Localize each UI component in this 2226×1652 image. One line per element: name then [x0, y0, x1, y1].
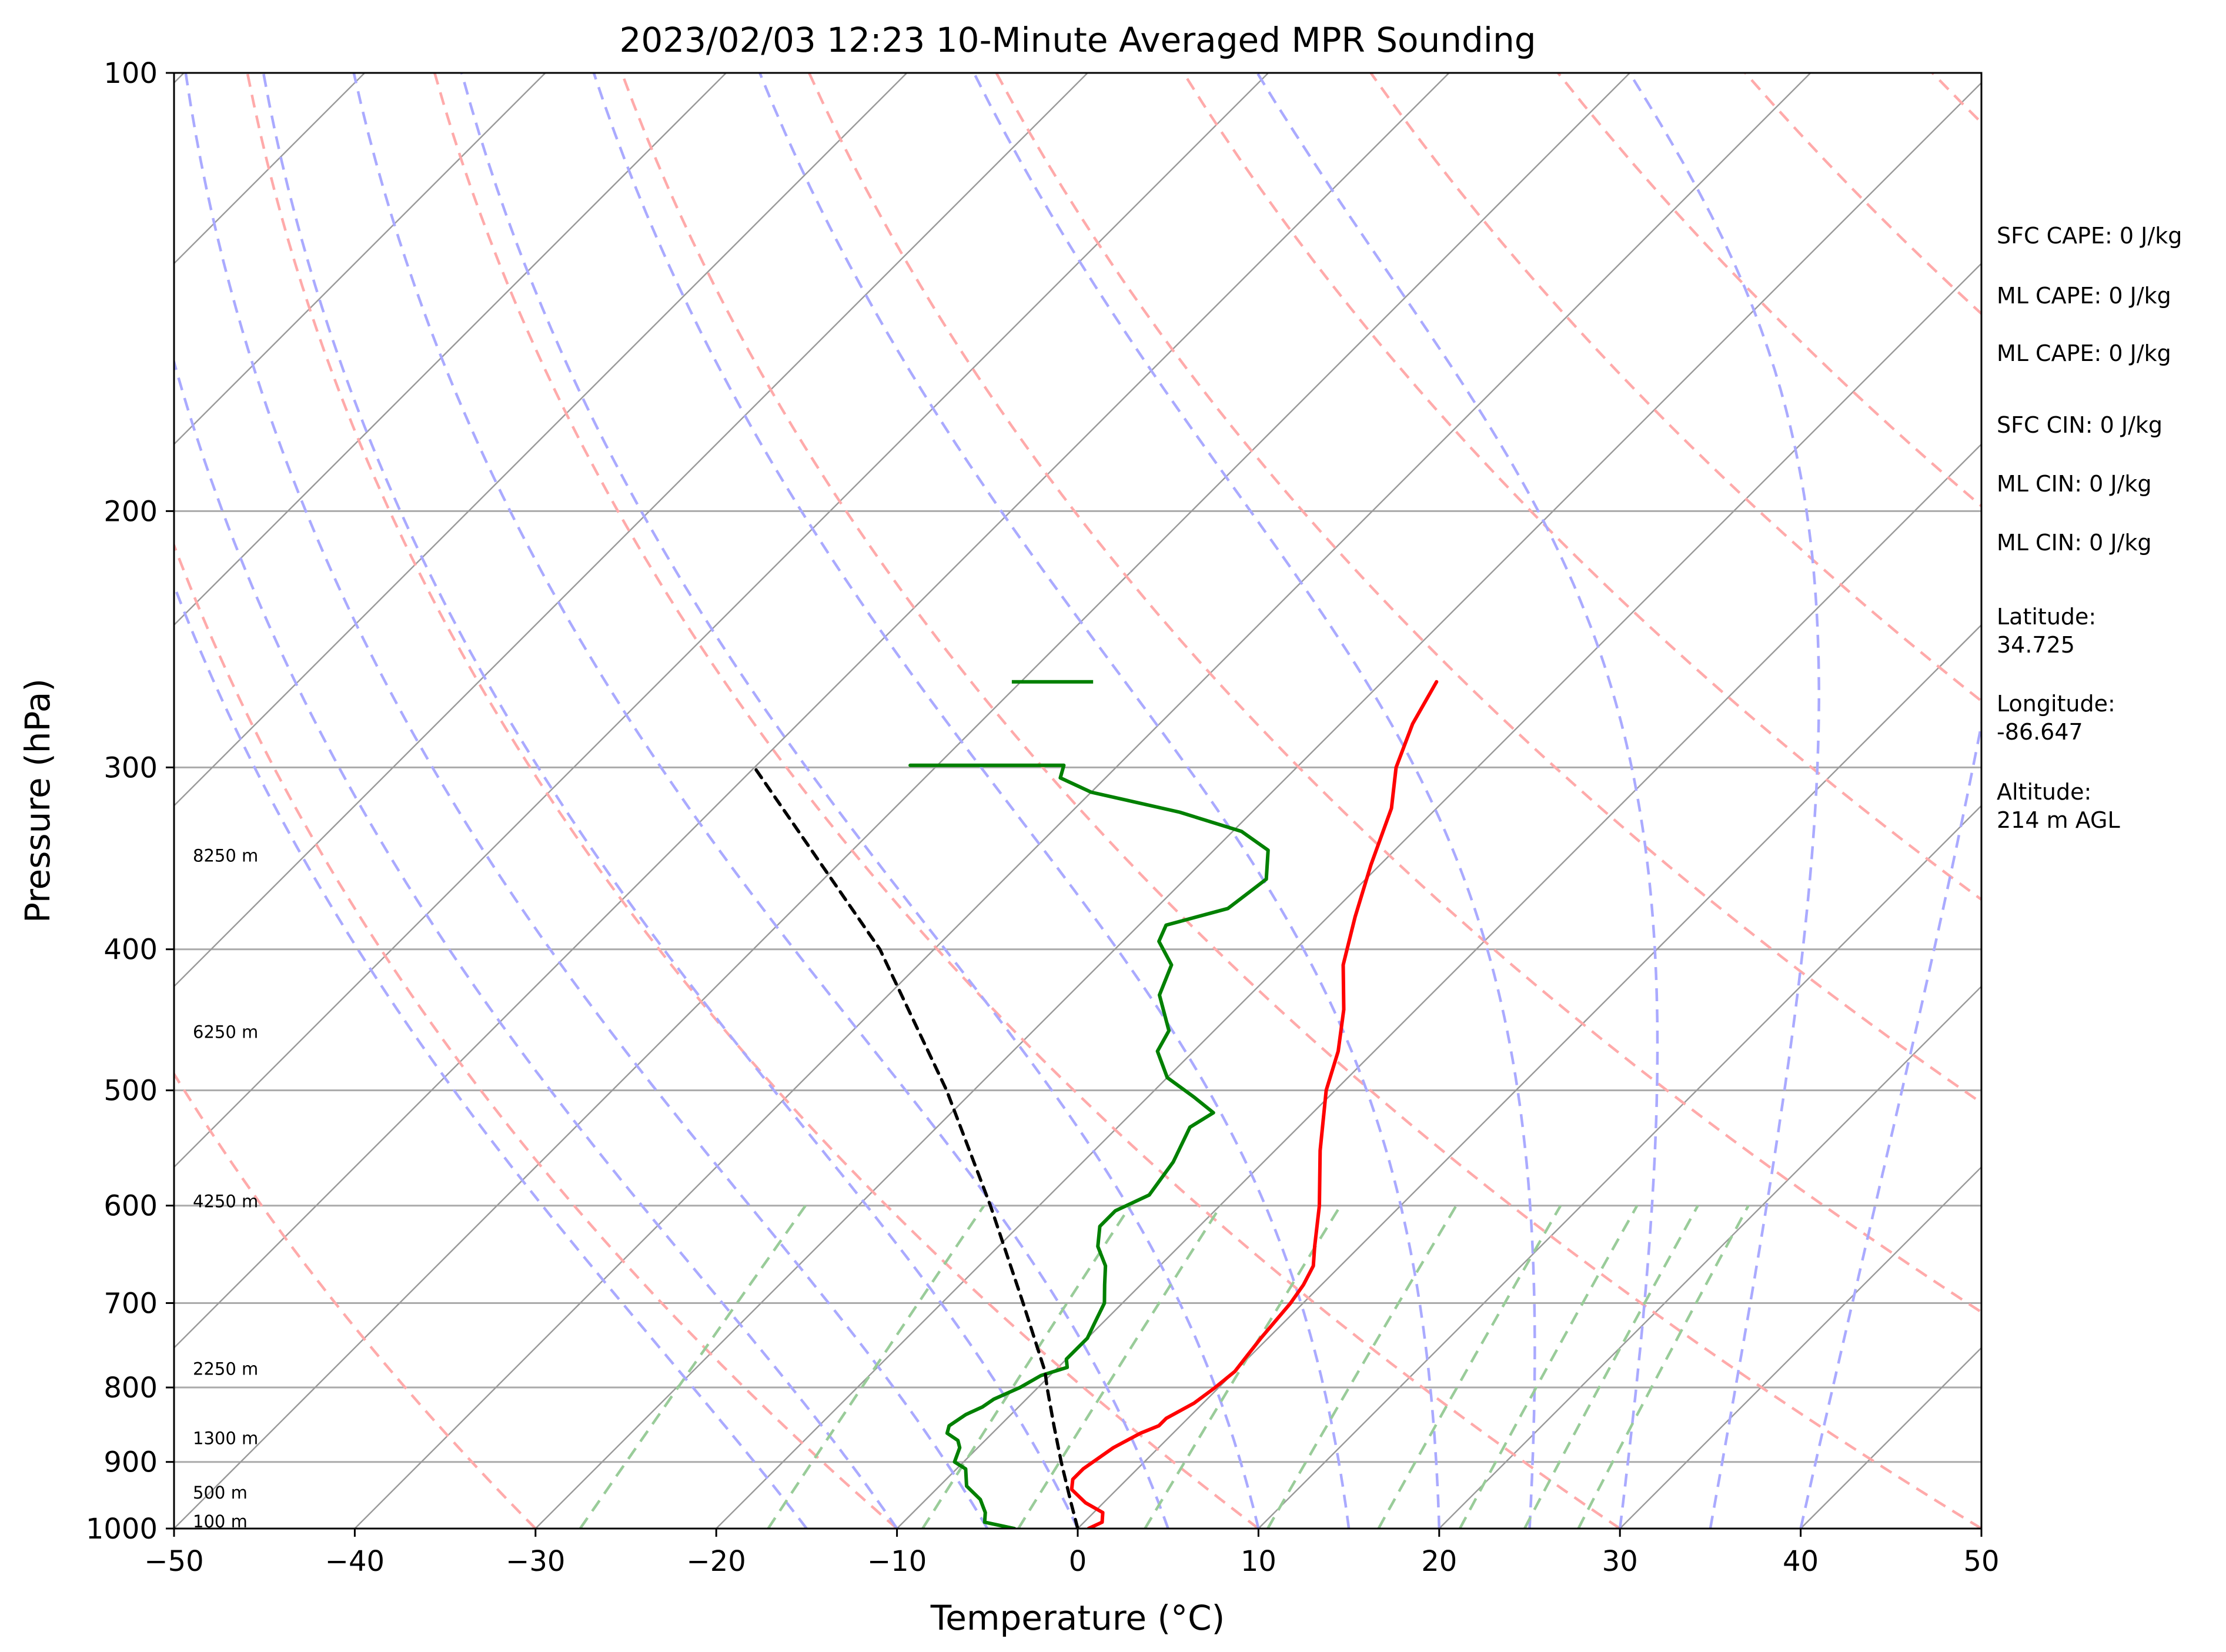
y-tick-label: 600	[103, 1190, 158, 1223]
moist-adiabat-line	[1628, 73, 1820, 1529]
y-axis-label: Pressure (hPa)	[18, 678, 58, 923]
background-lines	[174, 73, 1981, 1529]
isotherm-line	[896, 443, 1981, 1529]
dry-adiabat-line	[246, 73, 1259, 1529]
x-tick-label: −10	[867, 1545, 927, 1578]
x-tick-label: −50	[144, 1545, 203, 1578]
parcel-path-trace	[753, 765, 1079, 1529]
moist-adiabat-line	[174, 581, 808, 1529]
moist-adiabat-line	[184, 73, 989, 1529]
isotherm-line	[174, 73, 727, 626]
y-tick-label: 100	[103, 57, 158, 90]
y-tick-label: 700	[103, 1287, 158, 1320]
y-tick-label: 800	[103, 1372, 158, 1404]
moist-adiabat-line	[262, 73, 1079, 1529]
y-tick-label: 1000	[86, 1513, 158, 1546]
dry-adiabat-line	[174, 541, 898, 1529]
moist-adiabat-line	[1799, 717, 1981, 1529]
dry-adiabat-line	[433, 73, 1621, 1529]
mixing-ratio-line	[1377, 1205, 1562, 1529]
height-label: 2250 m	[193, 1359, 258, 1379]
x-axis-label: Temperature (°C)	[930, 1598, 1225, 1638]
altitude-label: Altitude:	[1997, 779, 2091, 805]
isotherm-line	[174, 73, 1088, 988]
x-tick-label: −40	[325, 1545, 385, 1578]
mixing-ratio-line	[1459, 1205, 1639, 1529]
isotherm-line	[174, 73, 1450, 1349]
y-tick-label: 900	[103, 1446, 158, 1479]
x-tick-label: −20	[687, 1545, 746, 1578]
x-tick-label: 20	[1421, 1545, 1457, 1578]
sounding-info-panel: SFC CAPE: 0 J/kg ML CAPE: 0 J/kg ML CAPE…	[1997, 223, 2182, 833]
mixing-ratio-line	[767, 1205, 985, 1529]
x-tick-label: 0	[1069, 1545, 1087, 1578]
y-axis: 1000 900 800 700 600 500 400 300 200 100	[86, 57, 174, 1546]
dry-adiabat-line	[995, 73, 1981, 1105]
sfc-cape-text: SFC CAPE: 0 J/kg	[1997, 223, 2182, 249]
moist-adiabat-line	[460, 73, 1260, 1529]
dry-adiabat-line	[808, 73, 1981, 1314]
dry-adiabat-line	[1369, 73, 1981, 703]
mixing-ratio-line	[1523, 1205, 1699, 1529]
isotherm-line	[174, 73, 546, 446]
isotherm-line	[174, 73, 908, 807]
height-label: 4250 m	[193, 1192, 258, 1212]
ml-cape-text-2: ML CAPE: 0 J/kg	[1997, 340, 2171, 366]
mixing-ratio-line	[1577, 1205, 1750, 1529]
moist-adiabat-line	[592, 73, 1351, 1529]
height-label: 6250 m	[193, 1022, 258, 1042]
y-tick-label: 200	[103, 495, 158, 528]
mixing-ratio-line	[1266, 1205, 1458, 1529]
y-tick-label: 400	[103, 934, 158, 967]
y-tick-label: 300	[103, 751, 158, 784]
mixing-ratio-line	[1017, 1205, 1222, 1529]
mixing-ratio-line	[1144, 1205, 1342, 1529]
sfc-cin-text: SFC CIN: 0 J/kg	[1997, 412, 2163, 438]
ml-cin-text-2: ML CIN: 0 J/kg	[1997, 530, 2151, 556]
isotherm-line	[716, 262, 1981, 1529]
x-tick-label: −30	[506, 1545, 565, 1578]
isotherm-line	[534, 82, 1981, 1529]
x-tick-label: 10	[1241, 1545, 1276, 1578]
mixing-ratio-line	[921, 1205, 1132, 1529]
isotherm-line	[1258, 804, 1981, 1529]
ml-cape-text: ML CAPE: 0 J/kg	[1997, 283, 2171, 309]
height-label: 500 m	[193, 1483, 248, 1503]
height-label: 8250 m	[193, 846, 258, 866]
isotherm-line	[1619, 1166, 1981, 1529]
isotherm-line	[1077, 624, 1981, 1529]
isotherm-line	[174, 73, 1630, 1529]
x-axis: −50 −40 −30 −20 −10 0 10 20 30 40 50	[144, 1529, 2000, 1578]
height-label: 100 m	[193, 1511, 248, 1531]
moist-adiabat-line	[758, 73, 1441, 1529]
latitude-value: 34.725	[1997, 632, 2075, 658]
isotherm-line	[174, 73, 1269, 1168]
height-label: 1300 m	[193, 1429, 258, 1449]
dry-adiabat-line	[620, 73, 1981, 1529]
longitude-value: -86.647	[1997, 719, 2083, 745]
moist-adiabat-line	[972, 73, 1536, 1529]
ml-cin-text: ML CIN: 0 J/kg	[1997, 471, 2151, 497]
dry-adiabat-line	[174, 1071, 537, 1529]
longitude-label: Longitude:	[1997, 691, 2115, 717]
x-tick-label: 30	[1602, 1545, 1638, 1578]
temperature-trace	[1069, 680, 1439, 1529]
isotherm-line	[354, 73, 1811, 1529]
chart-title: 2023/02/03 12:23 10-Minute Averaged MPR …	[619, 20, 1536, 60]
altitude-value: 214 m AGL	[1997, 807, 2120, 833]
mixing-ratio-line	[579, 1205, 807, 1529]
y-tick-label: 500	[103, 1075, 158, 1108]
dewpoint-trace	[908, 763, 1270, 1529]
height-labels: 100 m 500 m 1300 m 2250 m 4250 m 6250 m 8250 m	[193, 846, 258, 1531]
latitude-label: Latitude:	[1997, 604, 2096, 630]
isotherm-line	[1438, 985, 1981, 1529]
x-tick-label: 50	[1963, 1545, 1999, 1578]
moist-adiabat-line	[174, 357, 898, 1529]
moist-adiabat-line	[352, 73, 1169, 1529]
x-tick-label: 40	[1783, 1545, 1819, 1578]
sounding-traces	[753, 680, 1439, 1529]
